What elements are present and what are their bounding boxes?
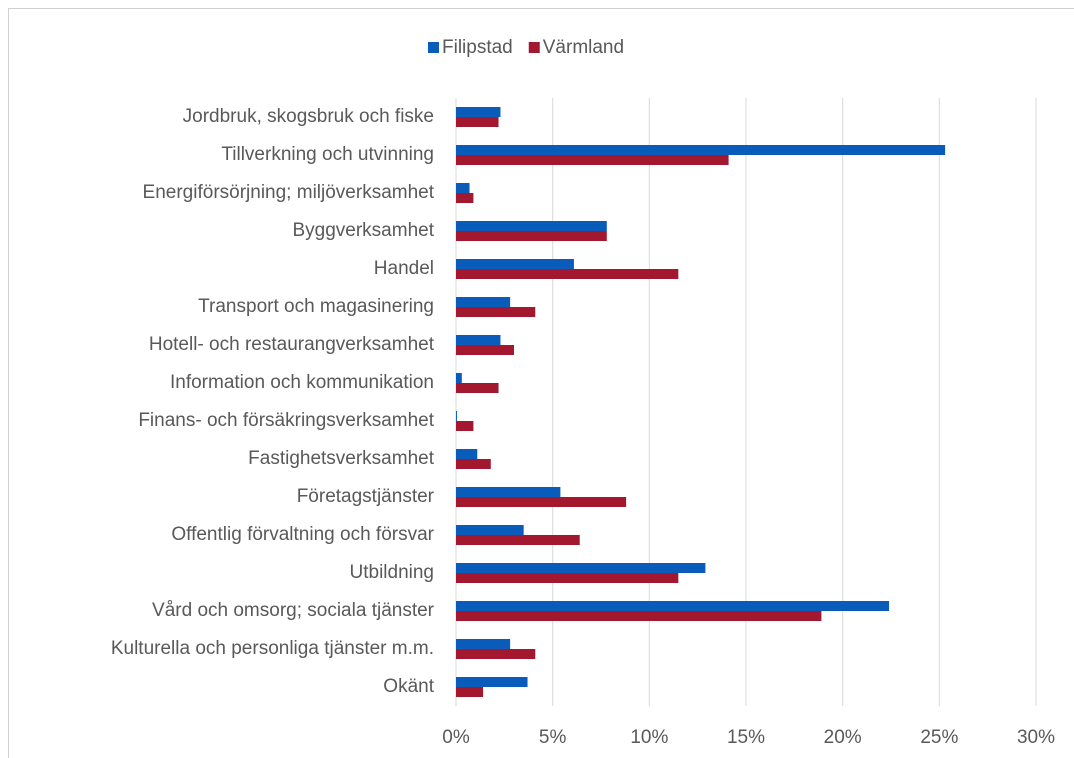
x-tick-label: 10% — [630, 727, 668, 748]
bar — [456, 487, 561, 497]
bar — [456, 145, 946, 155]
bar — [456, 231, 607, 241]
y-tick-label: Hotell- och restaurangverksamhet — [149, 334, 435, 355]
y-tick-label: Transport och magasinering — [198, 296, 434, 317]
bar — [456, 601, 890, 611]
y-tick-label: Offentlig förvaltning och försvar — [171, 524, 434, 545]
y-tick-label: Tillverkning och utvinning — [221, 144, 434, 165]
bar — [456, 649, 536, 659]
bar — [456, 345, 514, 355]
y-tick-label: Utbildning — [350, 562, 435, 583]
bar — [456, 449, 478, 459]
bar — [456, 107, 501, 117]
legend-swatch — [528, 42, 540, 53]
bar — [456, 269, 679, 279]
bar — [456, 459, 491, 469]
x-tick-label: 0% — [442, 727, 470, 748]
bar — [456, 183, 470, 193]
y-tick-label: Byggverksamhet — [292, 220, 434, 241]
y-tick-label: Information och kommunikation — [170, 372, 434, 393]
y-tick-label: Okänt — [383, 676, 434, 697]
bar — [456, 373, 462, 383]
bar — [456, 677, 528, 687]
bar — [456, 687, 484, 697]
bar — [456, 221, 607, 231]
y-tick-label: Kulturella och personliga tjänster m.m. — [111, 638, 434, 659]
legend-label: Filipstad — [442, 37, 513, 58]
y-tick-label: Energiförsörjning; miljöverksamhet — [143, 182, 435, 203]
x-tick-label: 15% — [727, 727, 765, 748]
bar — [456, 611, 822, 621]
bar — [456, 259, 574, 269]
bar — [456, 535, 580, 545]
bar — [456, 297, 511, 307]
bar — [456, 383, 499, 393]
legend-swatch — [428, 42, 439, 53]
y-tick-label: Finans- och försäkringsverksamhet — [138, 410, 434, 431]
bar — [456, 639, 511, 649]
y-tick-label: Fastighetsverksamhet — [248, 448, 435, 469]
y-tick-label: Företagstjänster — [297, 486, 435, 507]
bar — [456, 421, 474, 431]
bar — [456, 563, 706, 573]
bar — [456, 497, 627, 507]
x-tick-label: 25% — [920, 727, 958, 748]
bar — [456, 193, 474, 203]
chart-frame — [8, 8, 1074, 758]
bar — [456, 411, 457, 421]
x-tick-label: 20% — [824, 727, 862, 748]
bar — [456, 307, 536, 317]
bar — [456, 573, 679, 583]
y-tick-label: Handel — [374, 258, 434, 279]
bar — [456, 525, 524, 535]
bar — [456, 335, 501, 345]
legend-label: Värmland — [543, 37, 624, 58]
bar — [456, 155, 729, 165]
y-tick-label: Jordbruk, skogsbruk och fiske — [183, 106, 434, 127]
x-tick-label: 5% — [539, 727, 567, 748]
bar — [456, 117, 499, 127]
y-tick-label: Vård och omsorg; sociala tjänster — [152, 600, 435, 621]
x-tick-label: 30% — [1017, 727, 1055, 748]
